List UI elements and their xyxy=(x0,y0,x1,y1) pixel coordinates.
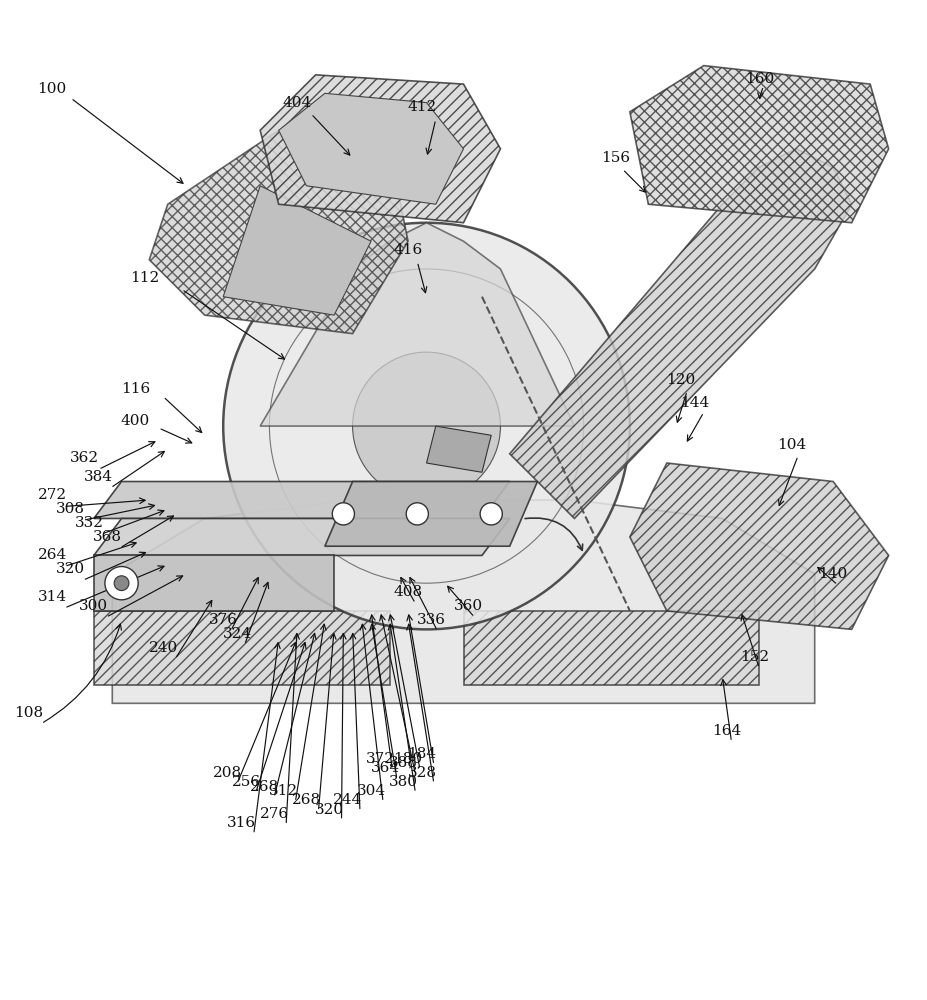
Text: 208: 208 xyxy=(213,766,242,780)
Polygon shape xyxy=(94,482,510,518)
Polygon shape xyxy=(464,611,759,685)
Circle shape xyxy=(223,223,629,629)
Text: 336: 336 xyxy=(416,613,446,627)
Text: 360: 360 xyxy=(453,599,483,613)
Text: 384: 384 xyxy=(84,470,113,484)
Text: 388: 388 xyxy=(389,756,418,770)
Text: 244: 244 xyxy=(334,793,362,807)
Text: 184: 184 xyxy=(407,747,437,761)
Circle shape xyxy=(406,503,428,525)
Polygon shape xyxy=(94,611,389,685)
Circle shape xyxy=(114,576,129,591)
Text: 276: 276 xyxy=(260,807,288,821)
Text: 320: 320 xyxy=(57,562,85,576)
Text: 268: 268 xyxy=(250,780,279,794)
Text: 380: 380 xyxy=(389,775,418,789)
Text: 308: 308 xyxy=(57,502,85,516)
Polygon shape xyxy=(112,500,815,703)
Text: 152: 152 xyxy=(740,650,769,664)
Circle shape xyxy=(480,503,502,525)
Text: 100: 100 xyxy=(38,82,67,96)
Text: 316: 316 xyxy=(227,816,256,830)
Text: 328: 328 xyxy=(407,766,437,780)
Text: 268: 268 xyxy=(292,793,321,807)
Text: 416: 416 xyxy=(393,243,423,257)
Text: 256: 256 xyxy=(232,775,260,789)
Text: 120: 120 xyxy=(667,373,695,387)
Text: 400: 400 xyxy=(121,414,150,428)
Circle shape xyxy=(105,567,138,600)
Polygon shape xyxy=(149,130,408,334)
Text: 408: 408 xyxy=(393,585,423,599)
Text: 108: 108 xyxy=(15,706,44,720)
Text: 362: 362 xyxy=(70,451,99,465)
Text: 240: 240 xyxy=(148,641,178,655)
Text: 368: 368 xyxy=(94,530,122,544)
Text: 364: 364 xyxy=(371,761,400,775)
Text: 304: 304 xyxy=(357,784,386,798)
Text: 156: 156 xyxy=(602,151,630,165)
Text: 404: 404 xyxy=(283,96,311,110)
Text: 164: 164 xyxy=(712,724,742,738)
Text: 180: 180 xyxy=(393,752,423,766)
Polygon shape xyxy=(629,463,889,629)
Polygon shape xyxy=(629,66,889,223)
Circle shape xyxy=(352,352,501,500)
Polygon shape xyxy=(94,555,334,611)
Text: 320: 320 xyxy=(315,803,344,817)
Text: 140: 140 xyxy=(819,567,848,581)
Circle shape xyxy=(332,503,354,525)
Text: 116: 116 xyxy=(121,382,150,396)
Text: 372: 372 xyxy=(366,752,395,766)
Polygon shape xyxy=(279,93,464,204)
Text: 264: 264 xyxy=(38,548,67,562)
Polygon shape xyxy=(223,186,371,315)
Polygon shape xyxy=(510,149,852,518)
Text: 332: 332 xyxy=(75,516,104,530)
Text: 312: 312 xyxy=(269,784,298,798)
Text: 314: 314 xyxy=(38,590,67,604)
Polygon shape xyxy=(94,518,510,555)
Text: 272: 272 xyxy=(38,488,67,502)
Text: 300: 300 xyxy=(79,599,108,613)
Text: 104: 104 xyxy=(777,438,806,452)
Text: 324: 324 xyxy=(222,627,251,641)
Text: 160: 160 xyxy=(744,72,774,86)
Text: 412: 412 xyxy=(407,100,437,114)
Polygon shape xyxy=(324,482,538,546)
Polygon shape xyxy=(260,75,501,223)
Text: 112: 112 xyxy=(130,271,159,285)
Polygon shape xyxy=(426,426,491,472)
Polygon shape xyxy=(260,223,575,426)
Text: 144: 144 xyxy=(679,396,709,410)
Text: 376: 376 xyxy=(209,613,237,627)
